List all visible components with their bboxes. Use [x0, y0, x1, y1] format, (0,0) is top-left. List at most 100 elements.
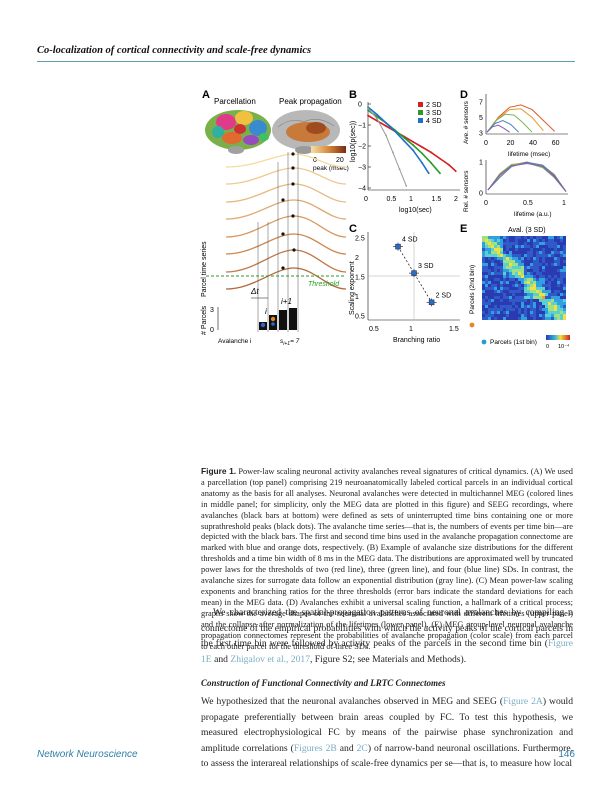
- heatmap-cell: [485, 302, 488, 305]
- heatmap-cell: [560, 269, 563, 272]
- panel-d-top-series: [486, 104, 556, 133]
- ref-figure-2a[interactable]: Figure 2A: [503, 696, 543, 707]
- panel-e-ylabel: Parcels (2nd bin): [469, 265, 476, 314]
- heatmap-cell: [542, 242, 545, 245]
- heatmap-cell: [527, 278, 530, 281]
- heatmap-cell: [503, 308, 506, 311]
- heatmap-cell: [512, 257, 515, 260]
- panel-c-xlabel: Branching ratio: [393, 337, 440, 344]
- heatmap-cell: [512, 305, 515, 308]
- heatmap-cell: [500, 281, 503, 284]
- panel-d-bottom-xtick: 0.5: [523, 200, 533, 207]
- heatmap-cell: [542, 269, 545, 272]
- heatmap-cell: [557, 266, 560, 269]
- ref-zhigalov-2017[interactable]: Zhigalov et al., 2017: [230, 653, 310, 665]
- heatmap-cell: [542, 284, 545, 287]
- heatmap-cell: [518, 269, 521, 272]
- heatmap-cell: [512, 239, 515, 242]
- panel-d-top-xtick: 20: [507, 140, 515, 147]
- heatmap-cell: [533, 245, 536, 248]
- heatmap-cell: [542, 302, 545, 305]
- ref-figure-1e[interactable]: Figure 1E: [201, 638, 573, 665]
- heatmap-cell: [524, 251, 527, 254]
- heatmap-cell: [536, 248, 539, 251]
- heatmap-cell: [512, 248, 515, 251]
- legend-3sd: 3 SD: [426, 110, 442, 117]
- heatmap-cell: [512, 308, 515, 311]
- heatmap-cell: [521, 251, 524, 254]
- heatmap-cell: [545, 317, 548, 320]
- heatmap-cell: [521, 269, 524, 272]
- heatmap-cell: [536, 272, 539, 275]
- threshold-label: Threshold: [308, 281, 340, 288]
- heatmap-cell: [530, 308, 533, 311]
- panel-b-ytick: −1: [358, 123, 366, 130]
- heatmap-cell: [491, 278, 494, 281]
- heatmap-cell: [497, 272, 500, 275]
- panel-a-label: A: [202, 89, 210, 101]
- heatmap-cell: [533, 314, 536, 317]
- heatmap-cell: [515, 302, 518, 305]
- heatmap-cell: [482, 245, 485, 248]
- heatmap-cell: [491, 263, 494, 266]
- heatmap-cell: [533, 281, 536, 284]
- panel-c-xticks: 0.5 1 1.5: [369, 326, 459, 333]
- panel-d-label: D: [460, 89, 468, 101]
- paragraph-2: We hypothesized that the neuronal avalan…: [201, 694, 573, 772]
- panel-c-ytick: 1: [355, 294, 359, 301]
- heatmap-cell: [557, 245, 560, 248]
- panel-e-xlabel-dot: [481, 339, 487, 345]
- heatmap-cell: [545, 257, 548, 260]
- heatmap-cell: [557, 287, 560, 290]
- second-bin-dot-blue: [271, 322, 275, 326]
- panel-d-top-yticks: 7 5 3: [479, 99, 483, 137]
- heatmap-cell: [530, 317, 533, 320]
- heatmap-cell: [545, 251, 548, 254]
- heatmap-cell: [536, 305, 539, 308]
- heatmap-cell: [506, 251, 509, 254]
- ref-figure-2c[interactable]: 2C: [356, 742, 368, 754]
- heatmap-cell: [539, 302, 542, 305]
- panel-b-series-line: [367, 107, 407, 187]
- heatmap-cell: [521, 317, 524, 320]
- heatmap-cell: [545, 260, 548, 263]
- heatmap-cell: [482, 308, 485, 311]
- heatmap-cell: [551, 299, 554, 302]
- heatmap-cell: [485, 266, 488, 269]
- heatmap-cell: [539, 311, 542, 314]
- heatmap-cell: [539, 290, 542, 293]
- heatmap-cell: [530, 299, 533, 302]
- heatmap-cell: [527, 287, 530, 290]
- heatmap-cell: [524, 305, 527, 308]
- panel-e-cbar-0: 0: [546, 344, 549, 350]
- heatmap-cell: [530, 251, 533, 254]
- heatmap-cell: [563, 263, 566, 266]
- paragraph-1: We characterized the spatial-propagation…: [201, 605, 573, 667]
- heatmap-cell: [497, 296, 500, 299]
- caption-title: Power-law scaling neuronal activity aval…: [236, 467, 529, 476]
- heatmap-cell: [527, 251, 530, 254]
- heatmap-cell: [485, 260, 488, 263]
- heatmap-cell: [524, 266, 527, 269]
- heatmap-cell: [488, 263, 491, 266]
- heatmap-cell: [485, 317, 488, 320]
- heatmap-cell: [527, 311, 530, 314]
- heatmap-cell: [500, 299, 503, 302]
- caption-body: (A) We used a parcellation (top panel) c…: [201, 467, 573, 651]
- ref-figure-2b[interactable]: Figures 2B: [293, 742, 337, 754]
- heatmap-cell: [503, 254, 506, 257]
- panel-b-xticks: 0 0.5 1 1.5 2: [364, 196, 458, 203]
- heatmap-cell: [515, 239, 518, 242]
- heatmap-cell: [503, 248, 506, 251]
- heatmap-cell: [557, 263, 560, 266]
- heatmap-cell: [497, 254, 500, 257]
- heatmap-cell: [560, 302, 563, 305]
- heatmap-cell: [533, 257, 536, 260]
- figure-1: A Parcellation Peak propagation: [201, 89, 570, 350]
- heatmap-cell: [536, 308, 539, 311]
- heatmap-cell: [545, 245, 548, 248]
- heatmap-cell: [533, 239, 536, 242]
- heatmap-cell: [548, 275, 551, 278]
- heatmap-cell: [518, 236, 521, 239]
- heatmap-cell: [557, 251, 560, 254]
